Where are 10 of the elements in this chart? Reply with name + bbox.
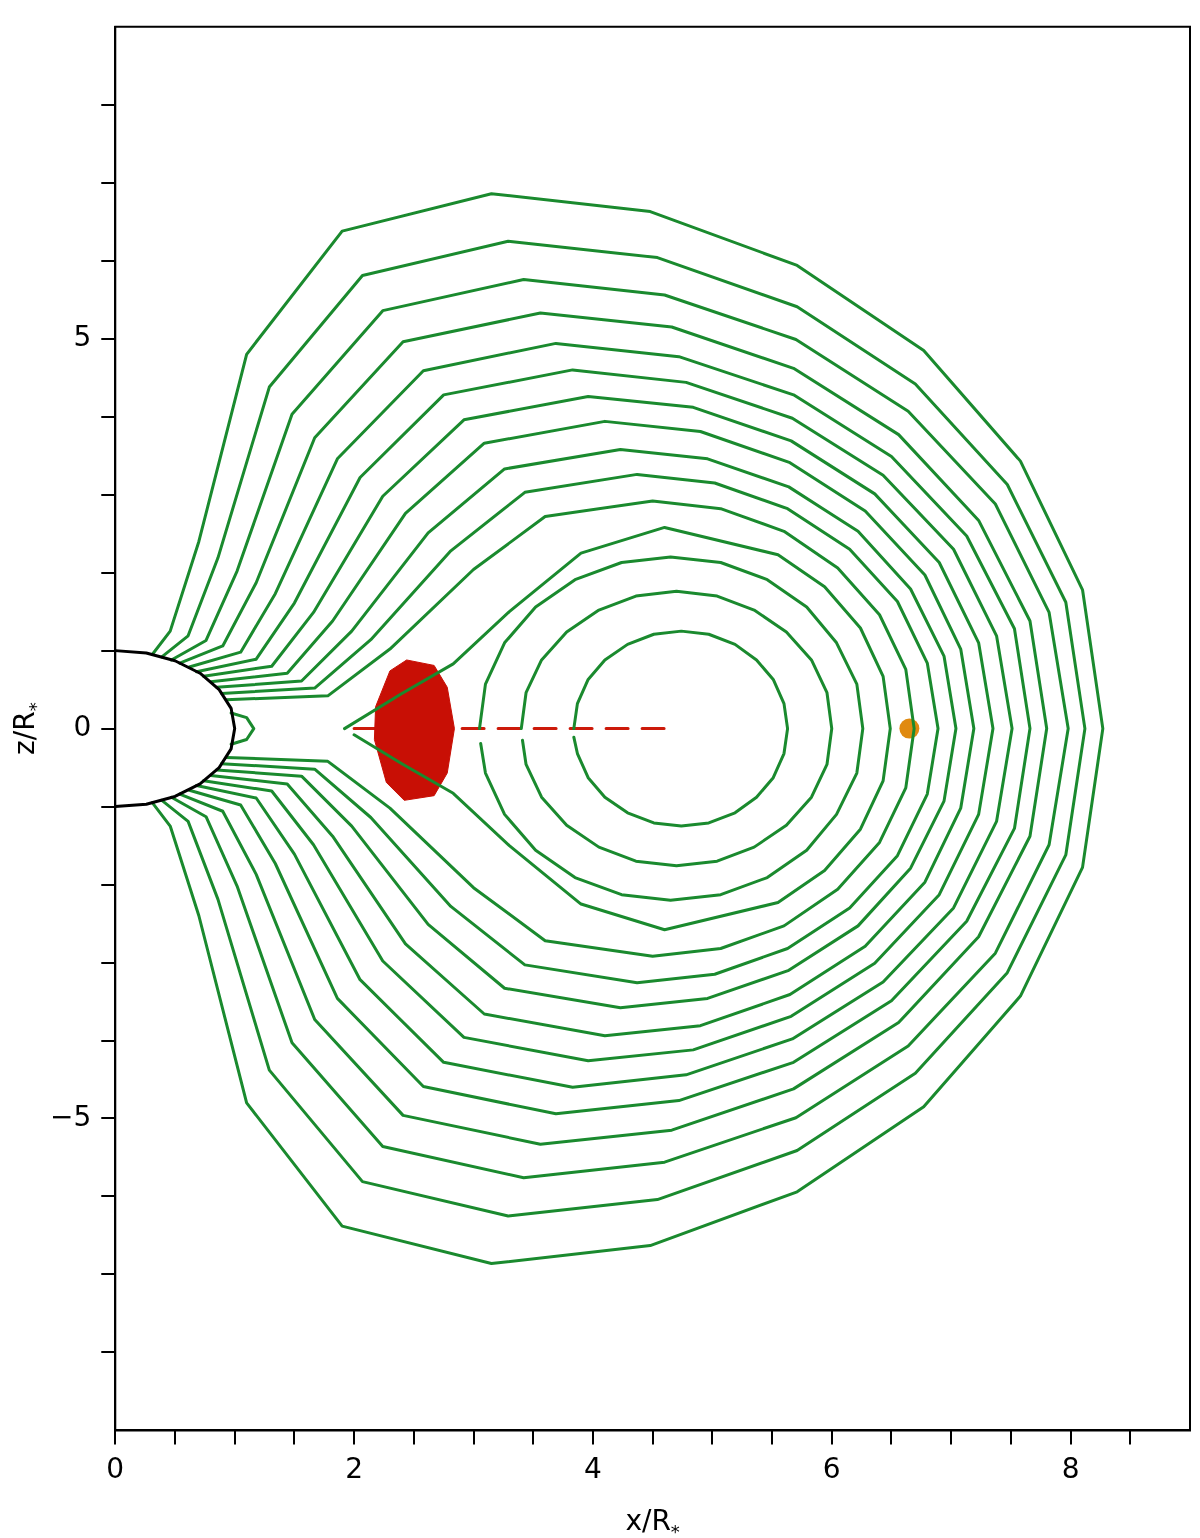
x-axis-title: x/R* (625, 1504, 680, 1538)
x-tick-label: 0 (106, 1452, 125, 1486)
x-tick-label: 6 (822, 1452, 841, 1486)
y-tick-label: 0 (73, 709, 92, 743)
y-tick-label: −5 (49, 1099, 92, 1133)
x-tick-label: 2 (345, 1452, 364, 1486)
y-axis-title: z/R* (8, 702, 47, 755)
x-tick-label: 8 (1061, 1452, 1080, 1486)
x-tick-label: 4 (584, 1452, 602, 1486)
y-tick-label: 5 (73, 319, 92, 353)
